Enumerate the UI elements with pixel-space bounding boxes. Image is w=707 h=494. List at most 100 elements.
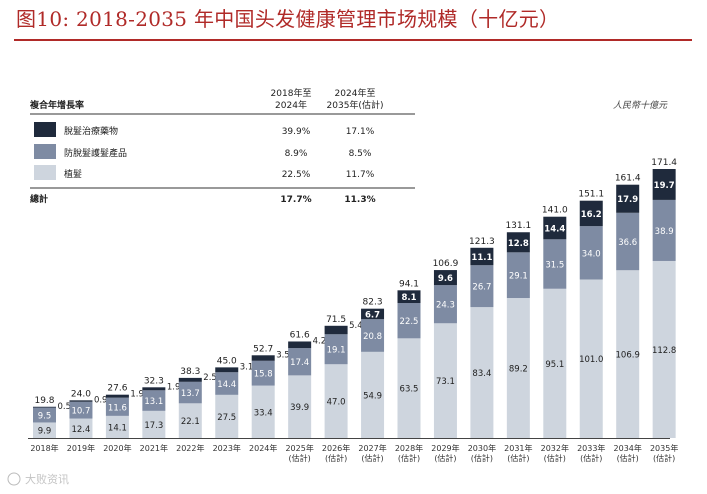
label-total-14: 141.0 <box>542 206 568 216</box>
label-mid-2: 11.6 <box>108 403 127 413</box>
cagr-col1-line1: 2018年至 <box>271 87 312 99</box>
bar-seg-1-0 <box>33 407 56 423</box>
watermark-text: 大败资讯 <box>25 472 69 486</box>
label-light-5: 27.5 <box>217 413 236 423</box>
x-tick-4: 2022年 <box>176 443 204 453</box>
label-light-9: 54.9 <box>363 391 382 401</box>
bar-seg-2-4 <box>178 377 202 382</box>
x-tick-17: 2035年 <box>650 443 678 453</box>
label-mid-6: 15.8 <box>254 370 273 380</box>
bar-seg-1-16 <box>616 212 640 271</box>
bar-seg-0-1 <box>69 418 93 438</box>
label-dark-14: 14.4 <box>544 225 565 235</box>
label-dark-3: 1.9 <box>167 382 181 392</box>
label-light-0: 9.9 <box>38 427 52 437</box>
bar-seg-2-9 <box>361 308 385 320</box>
bar-seg-1-9 <box>361 319 385 352</box>
bar-seg-2-5 <box>215 367 239 373</box>
label-light-4: 22.1 <box>181 417 200 427</box>
label-light-14: 95.1 <box>545 360 564 370</box>
bar-seg-2-13 <box>506 232 530 253</box>
label-dark-13: 12.8 <box>508 239 529 249</box>
bar-seg-0-15 <box>579 279 603 438</box>
label-total-13: 131.1 <box>505 221 531 231</box>
label-light-15: 101.0 <box>579 355 603 365</box>
x-tick-sub-17: (估計) <box>653 453 675 463</box>
x-tick-3: 2021年 <box>140 443 168 453</box>
x-tick-7: 2025年 <box>285 443 313 453</box>
label-light-7: 39.9 <box>290 403 309 413</box>
label-dark-2: 1.9 <box>130 390 144 400</box>
cagr-row-v2-1: 8.5% <box>349 149 372 159</box>
bar-seg-2-11 <box>433 270 457 286</box>
cagr-row-v2-2: 11.7% <box>346 170 375 180</box>
label-light-10: 63.5 <box>400 385 419 395</box>
label-light-6: 33.4 <box>254 408 273 418</box>
cagr-col2-line1: 2024年至 <box>335 87 376 99</box>
bar-seg-0-13 <box>506 298 530 438</box>
x-tick-5: 2023年 <box>213 443 241 453</box>
figure-title: 图10: 2018-2035 年中国头发健康管理市场规模（十亿元） <box>16 7 560 31</box>
label-dark-16: 17.9 <box>617 195 638 205</box>
bar-seg-0-4 <box>178 403 202 438</box>
cagr-total-v1: 17.7% <box>280 195 311 205</box>
bar-seg-1-7 <box>288 348 312 376</box>
label-total-5: 45.0 <box>217 356 237 366</box>
label-mid-3: 13.1 <box>144 397 163 407</box>
bar-seg-2-1 <box>69 400 93 402</box>
label-total-6: 52.7 <box>253 344 273 354</box>
x-tick-sub-13: (估計) <box>507 453 529 463</box>
label-total-11: 106.9 <box>433 259 459 269</box>
label-total-8: 71.5 <box>326 315 346 325</box>
label-dark-4: 2.5 <box>203 373 217 383</box>
label-light-11: 73.1 <box>436 377 455 387</box>
bar-seg-1-14 <box>543 239 567 289</box>
label-light-8: 47.0 <box>327 398 346 408</box>
bar-seg-2-14 <box>543 216 567 240</box>
label-total-4: 38.3 <box>180 367 200 377</box>
label-light-3: 17.3 <box>144 421 163 431</box>
cagr-table-header: 複合年增長率 <box>29 99 84 111</box>
label-mid-1: 10.7 <box>71 407 90 417</box>
x-tick-11: 2029年 <box>431 443 459 453</box>
cagr-row-label-1: 防脫髮護髮產品 <box>64 147 127 159</box>
label-mid-15: 34.0 <box>582 249 601 259</box>
x-tick-sub-12: (估計) <box>471 453 493 463</box>
label-dark-9: 6.7 <box>365 310 380 320</box>
label-total-17: 171.4 <box>651 158 677 168</box>
label-mid-8: 19.1 <box>327 346 346 356</box>
label-mid-16: 36.6 <box>618 238 637 248</box>
label-total-10: 94.1 <box>399 279 419 289</box>
label-light-2: 14.1 <box>108 423 127 433</box>
label-mid-9: 20.8 <box>363 332 382 342</box>
bar-seg-2-7 <box>288 341 312 349</box>
label-light-13: 89.2 <box>509 365 528 375</box>
bar-seg-0-0 <box>33 422 56 438</box>
bar-seg-1-12 <box>470 265 494 308</box>
x-tick-10: 2028年 <box>395 443 423 453</box>
label-light-16: 106.9 <box>616 351 640 361</box>
label-mid-14: 31.5 <box>545 261 564 271</box>
bar-seg-1-15 <box>579 226 603 280</box>
label-dark-17: 19.7 <box>654 181 675 191</box>
bar-seg-2-10 <box>397 290 421 304</box>
label-total-1: 24.0 <box>71 389 91 399</box>
x-tick-sub-7: (估計) <box>289 453 311 463</box>
x-tick-12: 2030年 <box>468 443 496 453</box>
bar-seg-0-6 <box>251 385 275 438</box>
cagr-row-label-0: 脫髮治療藥物 <box>64 125 118 137</box>
cagr-total-v2: 11.3% <box>344 195 375 205</box>
bar-seg-0-2 <box>105 415 129 438</box>
x-tick-15: 2033年 <box>577 443 605 453</box>
bar-seg-1-1 <box>69 401 93 419</box>
bar-seg-2-0 <box>33 406 56 408</box>
bar-seg-0-11 <box>433 323 457 438</box>
label-dark-10: 8.1 <box>401 293 416 303</box>
bar-seg-0-9 <box>361 351 385 438</box>
label-light-1: 12.4 <box>71 425 90 435</box>
label-dark-6: 3.5 <box>276 350 290 360</box>
bar-seg-2-3 <box>142 387 166 391</box>
bar-seg-1-6 <box>251 360 275 386</box>
bar-seg-0-8 <box>324 364 348 438</box>
